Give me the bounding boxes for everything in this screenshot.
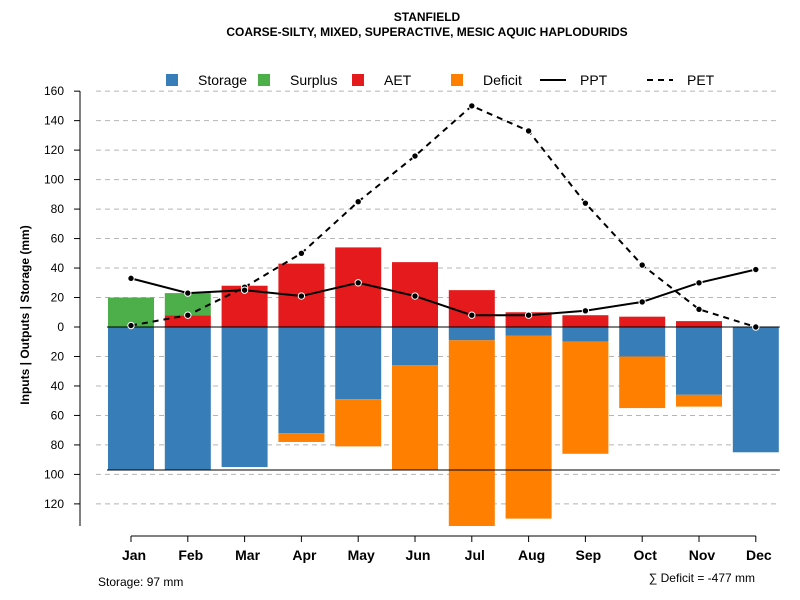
- x-tick-label-jan: Jan: [122, 547, 146, 563]
- storage-bar-sep: [562, 327, 609, 342]
- storage-bar-oct: [619, 327, 666, 357]
- chart-title: STANFIELD: [394, 10, 461, 24]
- storage-bar-jun: [392, 327, 438, 366]
- legend-aet-swatch: [352, 74, 364, 86]
- ppt-point-jun: [411, 292, 419, 300]
- y-tick-label: 40: [51, 261, 65, 275]
- legend-pet-label: PET: [687, 72, 715, 88]
- y-tick-label: 60: [51, 232, 65, 246]
- y-tick-label: 160: [44, 84, 64, 98]
- y-tick-label: 140: [44, 114, 64, 128]
- ppt-point-may: [354, 279, 362, 287]
- storage-bar-jan: [108, 327, 154, 470]
- deficit-bar-jul: [448, 340, 495, 526]
- ppt-point-sep: [581, 307, 590, 315]
- x-tick-label-jul: Jul: [465, 547, 485, 563]
- x-tick-label-may: May: [348, 547, 375, 563]
- x-tick-label-nov: Nov: [689, 547, 716, 563]
- storage-bar-jul: [448, 327, 495, 341]
- x-tick-label-mar: Mar: [235, 547, 260, 563]
- chart-subtitle: COARSE-SILTY, MIXED, SUPERACTIVE, MESIC …: [226, 25, 627, 39]
- y-tick-label: 0: [57, 320, 64, 334]
- y-axis-title: Inputs | Outputs | Storage (mm): [18, 225, 32, 404]
- y-tick-label: 100: [44, 173, 64, 187]
- legend-aet-label: AET: [384, 72, 412, 88]
- deficit-bar-oct: [619, 356, 666, 409]
- aet-bar-feb: [164, 315, 211, 327]
- y-tick-label: 20: [51, 291, 65, 305]
- deficit-bar-aug: [505, 335, 552, 519]
- storage-bar-may: [335, 327, 382, 400]
- storage-note: Storage: 97 mm: [98, 575, 183, 589]
- legend-storage-swatch: [166, 74, 178, 86]
- x-tick-label-apr: Apr: [292, 547, 317, 563]
- pet-point-nov: [695, 305, 703, 314]
- pet-point-apr: [297, 249, 306, 258]
- y-tick-label: 40: [51, 379, 65, 393]
- legend-surplus-label: Surplus: [290, 72, 337, 88]
- ppt-point-feb: [184, 289, 192, 297]
- ppt-point-aug: [524, 311, 533, 319]
- legend-surplus-swatch: [258, 74, 270, 86]
- pet-point-dec: [752, 323, 760, 331]
- x-axis: Jan Feb Mar Apr May Jun Jul Aug Sep Oct Nov Dec: [122, 535, 772, 563]
- storage-bar-apr: [278, 327, 325, 434]
- reference-lines: [107, 326, 780, 471]
- deficit-bar-jun: [392, 365, 438, 470]
- storage-bar-aug: [505, 327, 552, 336]
- bars: [108, 247, 779, 526]
- storage-bar-mar: [221, 327, 268, 468]
- ppt-point-jul: [468, 311, 476, 319]
- ppt-point-jan: [127, 274, 135, 283]
- deficit-bar-nov: [676, 394, 722, 407]
- legend: Storage Surplus AET Deficit PPT PET: [166, 72, 715, 88]
- storage-bar-feb: [164, 327, 211, 470]
- y-tick-label: 60: [51, 408, 65, 422]
- ppt-point-dec: [752, 265, 760, 274]
- ppt-point-apr: [297, 292, 306, 300]
- pet-line: [130, 104, 757, 328]
- pet-point-jun: [411, 152, 419, 160]
- x-tick-label-dec: Dec: [746, 547, 772, 563]
- x-tick-label-aug: Aug: [518, 547, 545, 563]
- y-tick-label: 80: [51, 202, 65, 216]
- deficit-bar-may: [335, 399, 382, 447]
- aet-bar-jul: [448, 290, 495, 327]
- deficit-bar-sep: [562, 341, 609, 454]
- ppt-point-nov: [695, 279, 703, 287]
- ppt-point-mar: [240, 286, 249, 294]
- ppt-line: [130, 268, 757, 317]
- y-tick-label: 120: [44, 143, 64, 157]
- aet-bar-sep: [562, 315, 609, 327]
- pet-point-aug: [524, 127, 533, 135]
- ppt-point-oct: [638, 298, 646, 306]
- y-axis: 160 140 120 100 80 60 40 20 0 20 40 60 80 100 120: [44, 84, 81, 526]
- aet-bar-nov: [676, 321, 722, 327]
- deficit-note: ∑ Deficit = -477 mm: [649, 571, 755, 585]
- y-tick-label: 20: [51, 349, 65, 363]
- y-tick-label: 100: [44, 467, 64, 481]
- storage-bar-nov: [676, 327, 722, 395]
- x-tick-label-oct: Oct: [634, 547, 658, 563]
- deficit-bar-apr: [278, 433, 325, 442]
- x-tick-label-sep: Sep: [576, 547, 602, 563]
- x-tick-label-jun: Jun: [406, 547, 431, 563]
- pet-point-feb: [184, 311, 192, 319]
- series-lines: [127, 102, 760, 331]
- x-tick-label-feb: Feb: [178, 547, 203, 563]
- pet-point-sep: [581, 199, 590, 207]
- pet-point-jul: [468, 102, 476, 110]
- y-tick-label: 80: [51, 438, 65, 452]
- pet-point-oct: [638, 261, 646, 269]
- pet-point-jan: [127, 321, 135, 330]
- legend-ppt-label: PPT: [580, 72, 608, 88]
- legend-storage-label: Storage: [198, 72, 247, 88]
- pet-point-may: [354, 198, 362, 206]
- y-tick-label: 120: [44, 497, 64, 511]
- aet-bar-oct: [619, 316, 666, 327]
- legend-deficit-label: Deficit: [483, 72, 522, 88]
- storage-bar-dec: [732, 327, 779, 453]
- legend-deficit-swatch: [451, 74, 463, 86]
